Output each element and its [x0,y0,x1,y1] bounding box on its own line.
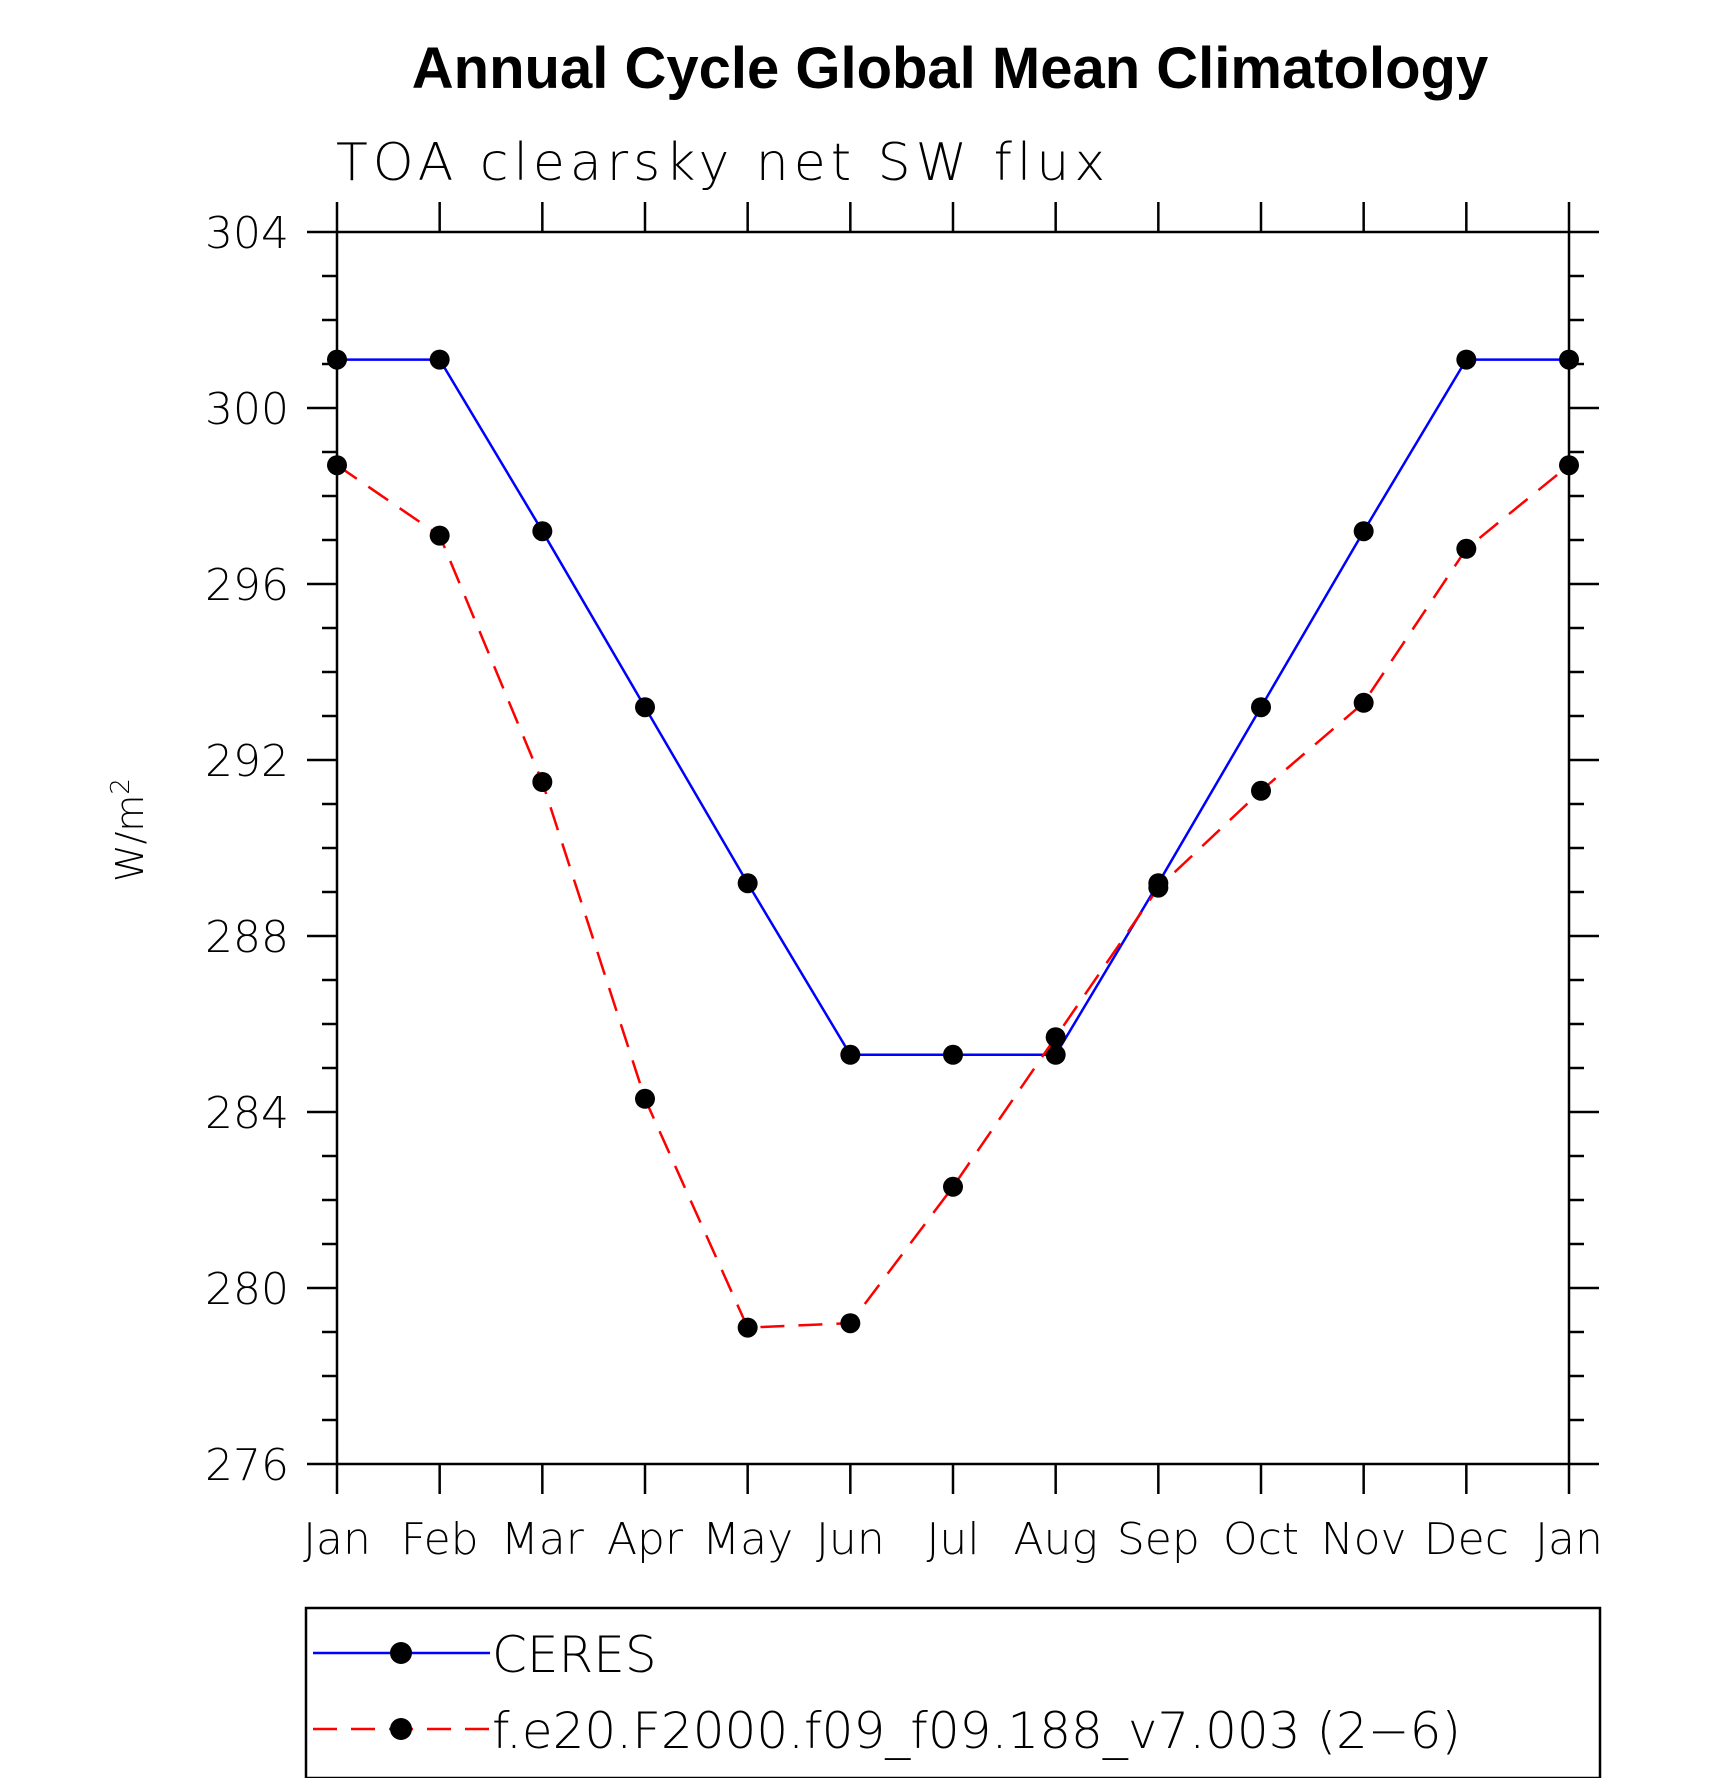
data-point-series-0 [1353,521,1374,542]
data-point-series-0 [1045,1044,1066,1065]
data-point-series-0 [943,1044,963,1065]
data-point-series-1 [1251,780,1271,801]
data-point-series-0 [1251,697,1271,718]
plot-frame [335,230,1571,1466]
series-line-1 [336,464,1570,1329]
x-tick-label: Mar [501,1514,585,1565]
data-point-series-1 [1559,455,1579,476]
x-tick-label: Jan [1535,1514,1603,1565]
x-tick-label: Dec [1424,1514,1509,1565]
data-point-series-1 [840,1313,861,1334]
y-tick-label: 292 [205,736,289,787]
data-point-series-1 [737,1317,758,1338]
chart-subtitle: TOA clearsky net SW flux [336,133,1110,193]
data-point-series-1 [532,772,553,792]
data-point-series-0 [429,349,450,370]
legend-marker-ceres [390,1642,412,1664]
data-point-series-1 [1148,877,1169,898]
x-tick-label: Jun [816,1514,885,1565]
data-point-series-0 [737,873,758,894]
series-layer [327,349,1579,1338]
series-line-0 [337,358,1569,1057]
y-axis-label: W/m2 [106,778,152,882]
data-point-series-0 [635,697,655,718]
legend-label-ceres: CERES [492,1626,657,1684]
y-tick-label: 284 [205,1088,289,1139]
data-point-series-0 [1559,349,1579,370]
x-tick-label: Jul [926,1514,979,1565]
data-point-series-1 [1045,1027,1066,1048]
chart-title: Annual Cycle Global Mean Climatology [412,36,1488,101]
y-tick-label: 300 [205,384,289,435]
data-point-series-1 [327,455,347,476]
x-tick-label: Apr [607,1514,684,1565]
x-tick-label: Feb [401,1514,479,1565]
x-tick-label: Oct [1223,1514,1299,1565]
y-tick-label: 304 [205,208,289,259]
data-point-series-1 [429,525,450,546]
legend-label-model: f.e20.F2000.f09_f09.188_v7.003 (2−6) [492,1702,1461,1760]
data-point-series-0 [840,1044,861,1065]
data-point-series-1 [635,1088,655,1109]
data-point-series-1 [1456,538,1477,559]
x-tick-label: Nov [1321,1514,1407,1565]
y-tick-label: 276 [205,1440,289,1491]
legend-marker-model [390,1718,412,1740]
x-tick-label: Aug [1013,1514,1097,1565]
x-tick-label: May [702,1514,793,1565]
data-point-series-1 [1353,692,1374,713]
data-point-series-1 [943,1176,963,1197]
y-axis-label-superscript: 2 [106,778,136,795]
y-tick-label: 288 [205,912,289,963]
axes: Jan Feb Mar Apr May Jun Jul Aug Sep Oct Nov Dec Jan 2… [205,202,1603,1565]
data-point-series-0 [532,521,553,542]
y-tick-label: 280 [205,1264,289,1315]
y-tick-label: 296 [205,560,289,611]
data-point-series-0 [1456,349,1477,370]
legend-box [304,1606,1602,1778]
legend: CERES f.e20.F2000.f09_f09.188_v7.003 (2−… [304,1606,1602,1778]
y-axis-label-text: W/m [108,795,152,882]
data-point-series-0 [327,349,347,370]
x-tick-label: Sep [1117,1514,1200,1565]
x-tick-label: Jan [303,1514,371,1565]
